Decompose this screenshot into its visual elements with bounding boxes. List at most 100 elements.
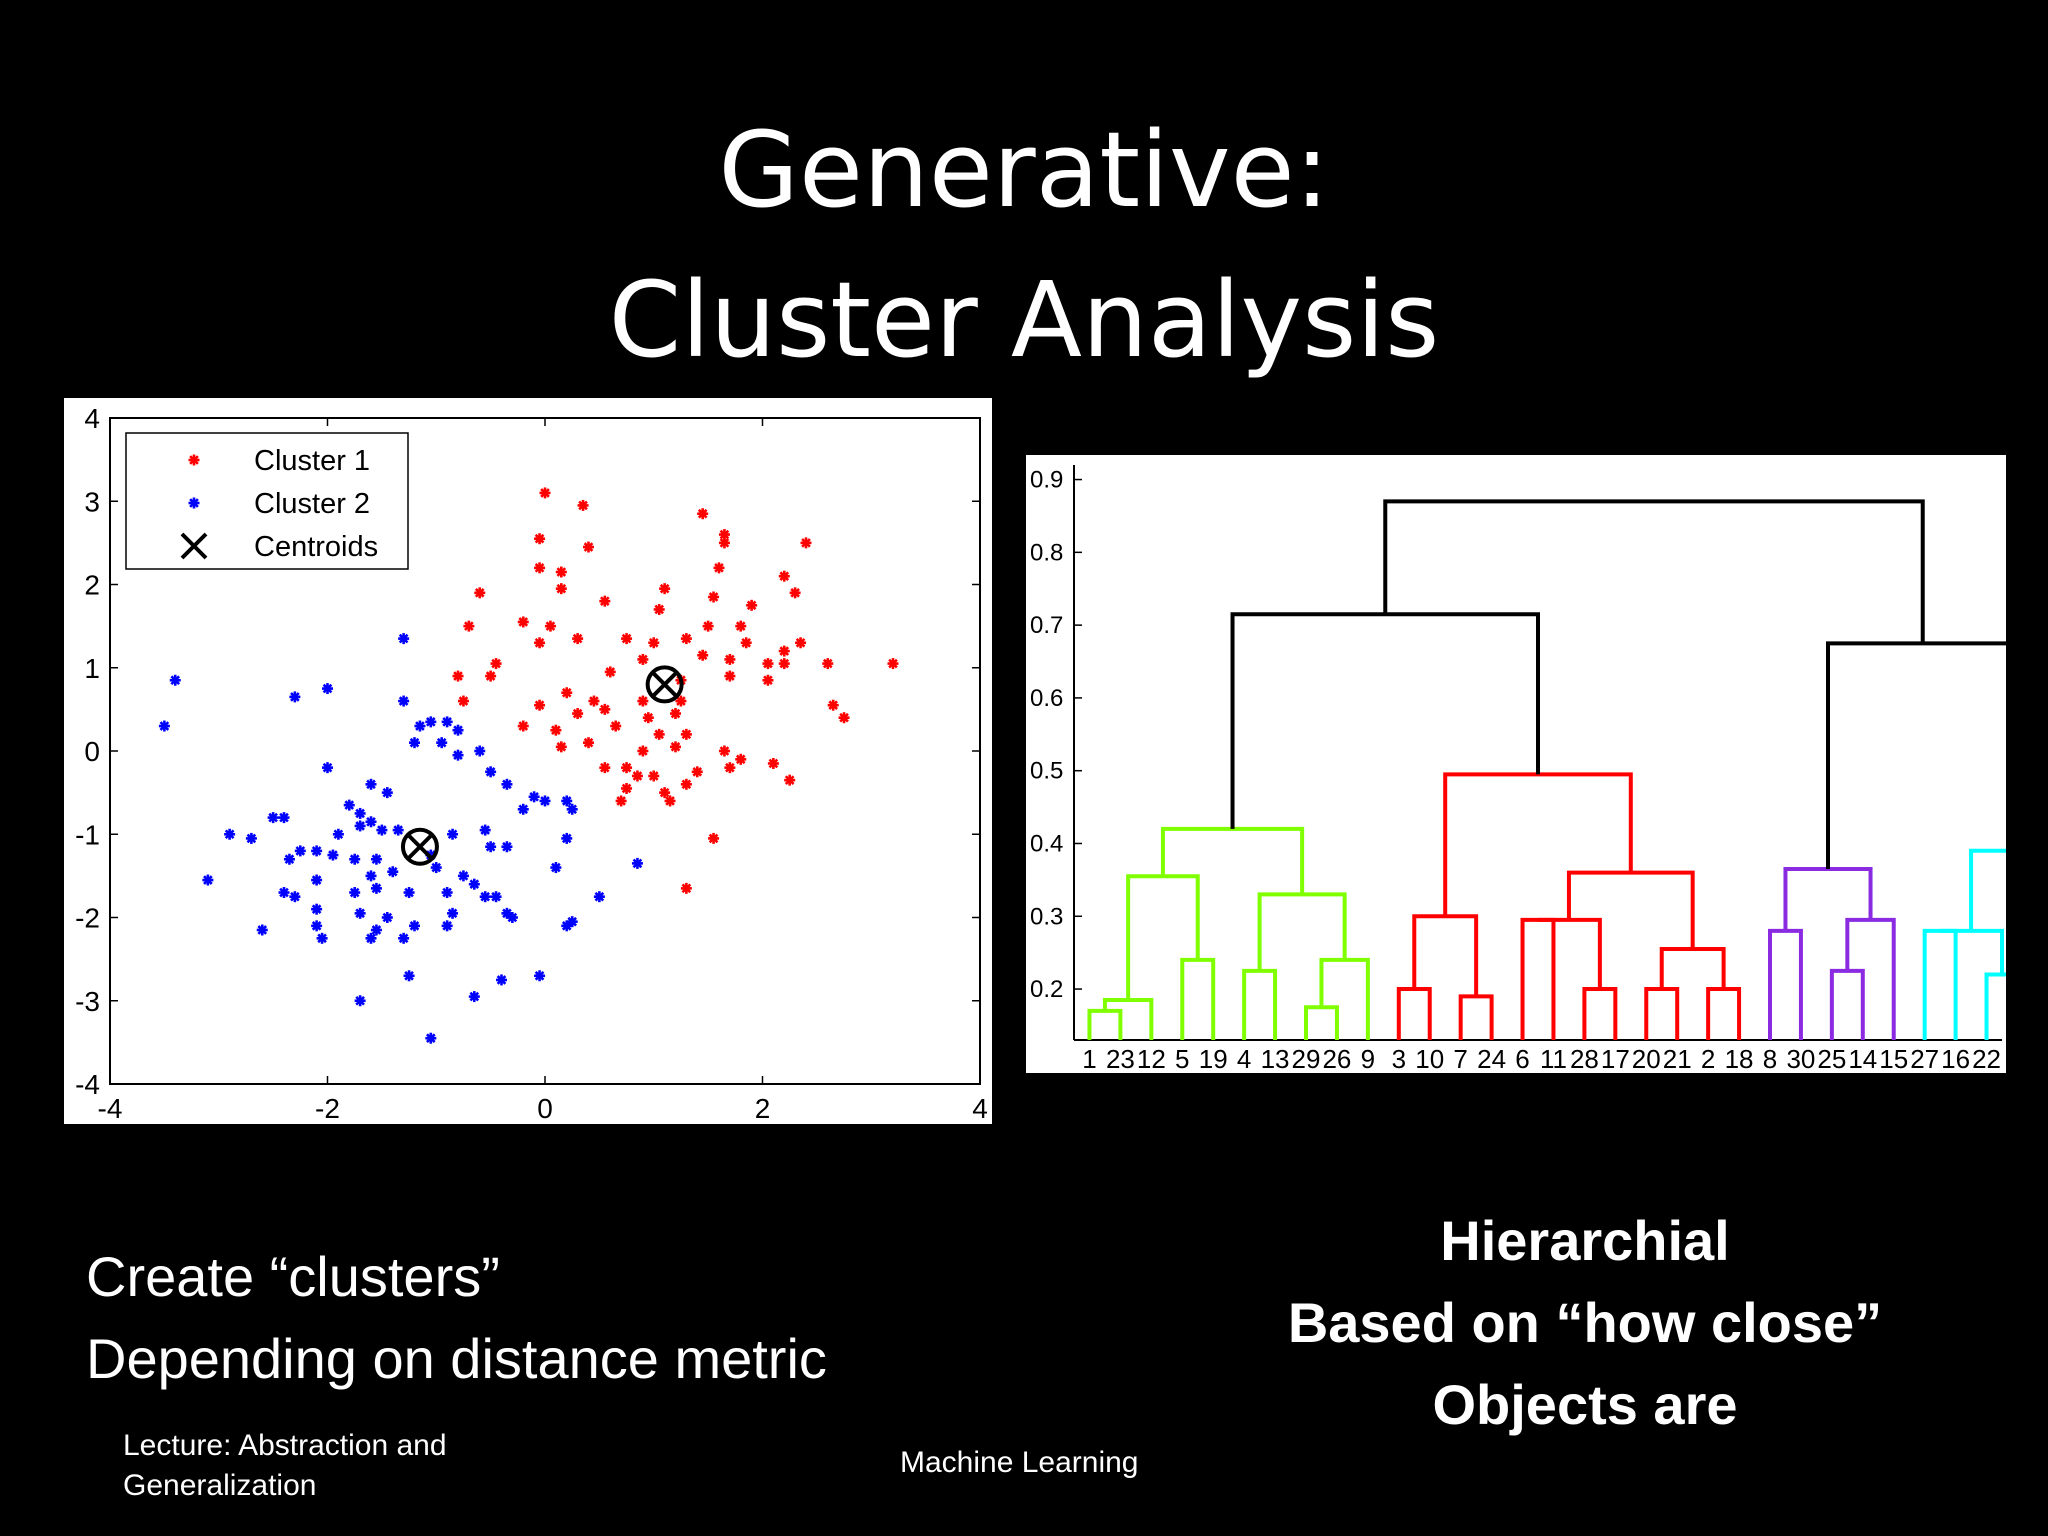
legend-label: Cluster 2 bbox=[254, 488, 370, 520]
y-tick-label: 2 bbox=[84, 570, 100, 601]
footer-lecture-line-2: Generalization bbox=[123, 1469, 317, 1502]
cluster-1-point bbox=[642, 712, 654, 724]
dendrogram: 0.20.30.40.50.60.70.80.91 23 12 5 19 4 13 29 26 9… bbox=[1030, 465, 2048, 1074]
cluster-2-point bbox=[311, 920, 323, 932]
cluster-2-point bbox=[528, 791, 540, 803]
left-caption-line-1: Create “clusters” bbox=[86, 1245, 500, 1308]
cluster-1-point bbox=[637, 695, 649, 707]
cluster-1-point bbox=[599, 703, 611, 715]
cluster-1-point bbox=[457, 695, 469, 707]
legend-marker bbox=[180, 532, 208, 560]
leaf-label: 25 bbox=[1817, 1044, 1846, 1073]
dendrogram-link-green bbox=[1304, 1005, 1339, 1040]
cluster-1-point bbox=[778, 645, 790, 657]
cluster-1-point bbox=[697, 649, 709, 661]
cluster-1-point bbox=[588, 695, 600, 707]
footer-lecture: Lecture: Abstraction and Generalization bbox=[123, 1426, 447, 1506]
y-tick-label: 0.4 bbox=[1030, 830, 1063, 857]
left-caption: Create “clusters” Depending on distance … bbox=[86, 1236, 827, 1400]
cluster-2-point bbox=[485, 766, 497, 778]
cluster-1-point bbox=[604, 666, 616, 678]
right-caption-line-3: Objects are bbox=[1432, 1373, 1738, 1436]
centroids bbox=[400, 665, 684, 866]
cluster-2-point bbox=[398, 932, 410, 944]
cluster-2-point bbox=[425, 716, 437, 728]
title-line-2: Cluster Analysis bbox=[608, 259, 1440, 381]
cluster-2-point bbox=[245, 832, 257, 844]
centroid-marker bbox=[645, 665, 684, 704]
cluster-2-point bbox=[593, 891, 605, 903]
cluster-2-point bbox=[534, 970, 546, 982]
y-tick-label: 0.7 bbox=[1030, 612, 1063, 639]
cluster-1-point bbox=[740, 637, 752, 649]
cluster-1-point bbox=[550, 724, 562, 736]
cluster-1-point bbox=[670, 741, 681, 753]
cluster-2-point bbox=[376, 824, 388, 836]
dendrogram-link-root bbox=[1230, 612, 1540, 829]
dendrogram-link-red bbox=[1644, 987, 1680, 1040]
dendrogram-link-cyan bbox=[1940, 928, 2004, 975]
cluster-2-point bbox=[289, 891, 301, 903]
legend-marker bbox=[188, 497, 200, 509]
cluster-2-point bbox=[278, 887, 290, 899]
cluster-1-point bbox=[610, 720, 622, 732]
cluster-2-point bbox=[561, 920, 573, 932]
cluster-2-point bbox=[496, 974, 507, 986]
cluster-2-point bbox=[311, 845, 323, 857]
dendrogram-link-red bbox=[1659, 947, 1726, 990]
dendrogram-link-red bbox=[1538, 917, 1602, 990]
cluster-1-point bbox=[778, 570, 790, 582]
cluster-1-point bbox=[555, 583, 567, 595]
cluster-1-point bbox=[697, 508, 709, 520]
leaf-label: 16 bbox=[1941, 1044, 1970, 1073]
cluster-2-point bbox=[403, 887, 415, 899]
right-caption-line-2: Based on “how close” bbox=[1287, 1291, 1883, 1354]
cluster-2-point bbox=[561, 832, 573, 844]
cluster-1-point bbox=[539, 487, 551, 499]
y-tick-label: 3 bbox=[84, 486, 100, 517]
cluster-1-point bbox=[718, 537, 730, 549]
dendrogram-link-purple bbox=[1829, 968, 1865, 1040]
cluster-1-point bbox=[664, 795, 676, 807]
dendrogram-link-purple bbox=[1783, 866, 1873, 931]
footer-course: Machine Learning bbox=[900, 1446, 1139, 1479]
scatter-plot: -4 -2 0 2 4 -4 -3 -2 -1 0 1 2 3 4 Cluster 1 Cluster 2 Ce… bbox=[75, 403, 988, 1124]
leaf-label: 27 bbox=[1910, 1044, 1939, 1073]
cluster-2-point bbox=[267, 812, 279, 824]
cluster-1-point bbox=[555, 566, 567, 578]
cluster-1-point bbox=[659, 583, 671, 595]
cluster-1-point bbox=[463, 620, 475, 632]
dendrogram-link-red bbox=[1458, 994, 1494, 1040]
cluster-2-point bbox=[425, 1032, 437, 1044]
centroid-marker bbox=[400, 827, 439, 866]
cluster-2-point bbox=[370, 882, 382, 894]
legend-box bbox=[125, 432, 409, 570]
dendrogram-link-green bbox=[1319, 957, 1370, 1040]
cluster-2-point bbox=[381, 787, 393, 799]
cluster-1-point bbox=[653, 728, 665, 740]
cluster-1-point bbox=[735, 753, 747, 765]
cluster-2-point bbox=[278, 812, 290, 824]
y-tick-label: 0.2 bbox=[1030, 976, 1063, 1003]
cluster-2-point bbox=[158, 720, 170, 732]
leaf-label: 12 bbox=[1137, 1044, 1166, 1073]
dendrogram-link-root bbox=[1383, 499, 1925, 644]
y-tick-label: 1 bbox=[84, 653, 100, 684]
cluster-2-point bbox=[354, 907, 366, 919]
cluster-2-point bbox=[354, 995, 366, 1007]
cluster-2-point bbox=[501, 841, 513, 853]
leaf-label: 30 bbox=[1786, 1044, 1815, 1073]
dendrogram-panel: 0.2 0.3 0.4 0.5 0.6 0.7 0.8 0.9 1 23 12 5 19 4 13 29 26 9… bbox=[1026, 455, 2048, 1074]
cluster-2-point bbox=[387, 866, 399, 878]
cluster-2-point bbox=[289, 691, 301, 703]
cluster-2-point bbox=[468, 991, 480, 1003]
cluster-1-point bbox=[621, 762, 633, 774]
leaf-label: 10 bbox=[1415, 1044, 1444, 1073]
y-tick-label: 0 bbox=[84, 736, 100, 767]
cluster-2-point bbox=[490, 891, 502, 903]
cluster-2-point bbox=[322, 762, 333, 774]
dendrogram-link-red bbox=[1582, 987, 1618, 1040]
cluster-2-point bbox=[561, 795, 573, 807]
cluster-2-point bbox=[517, 803, 529, 815]
cluster-1-point bbox=[637, 745, 649, 757]
